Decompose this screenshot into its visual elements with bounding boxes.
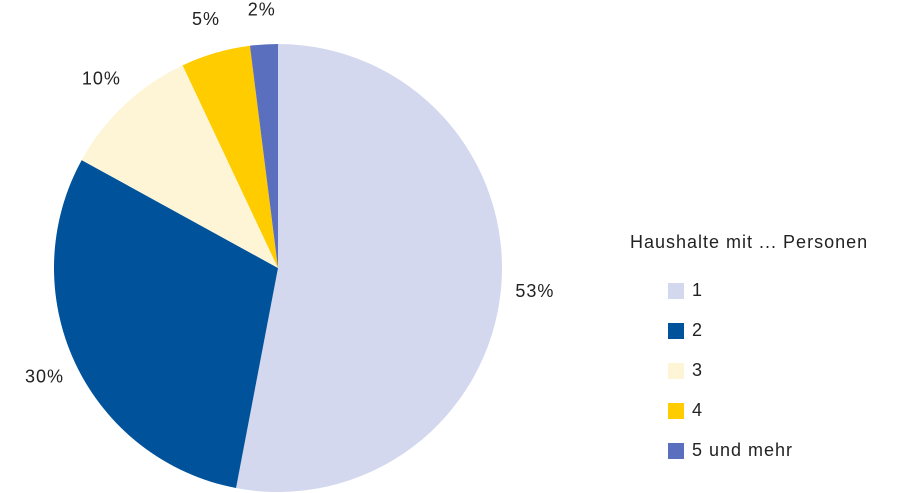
pie-slice bbox=[182, 45, 278, 268]
data-label: 5% bbox=[192, 9, 220, 29]
legend-swatch bbox=[668, 443, 684, 459]
legend-label: 2 bbox=[692, 320, 703, 340]
legend-label: 3 bbox=[692, 360, 703, 380]
legend-label: 5 und mehr bbox=[692, 440, 793, 460]
data-label: 30% bbox=[25, 367, 64, 387]
legend-swatch bbox=[668, 323, 684, 339]
data-label: 10% bbox=[82, 69, 121, 89]
pie-slice bbox=[53, 160, 278, 489]
legend-label: 4 bbox=[692, 400, 703, 420]
legend-title: Haushalte mit ... Personen bbox=[630, 232, 868, 252]
legend-swatch bbox=[668, 403, 684, 419]
legend-swatch bbox=[668, 363, 684, 379]
pie-slice bbox=[249, 44, 278, 268]
legend-label: 1 bbox=[692, 280, 703, 300]
data-label: 53% bbox=[515, 281, 554, 301]
pie-slice bbox=[81, 65, 278, 268]
pie-slice bbox=[236, 44, 502, 492]
legend-swatch bbox=[668, 283, 684, 299]
data-label: 2% bbox=[248, 0, 276, 19]
